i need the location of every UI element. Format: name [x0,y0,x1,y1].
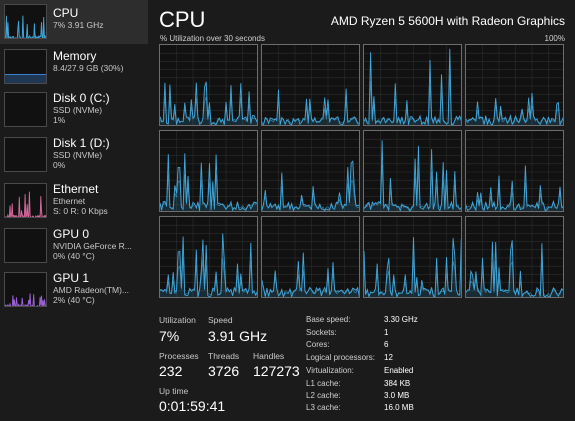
handles-label: Handles [253,351,285,361]
logical-processor-graph [363,216,462,298]
uptime-label: Up time [159,386,189,396]
logical-processors-key: Logical processors: [306,353,375,362]
sidebar-item-label: CPU [53,6,79,20]
virtualization-key: Virtualization: [306,366,354,375]
gpu-0-mini-graph [4,228,47,263]
logical-processor-graphs[interactable] [159,44,566,300]
memory-mini-graph [4,49,47,84]
sidebar-item-cpu[interactable]: CPU 7% 3.91 GHz [0,0,148,44]
uptime-value: 0:01:59:41 [159,398,226,414]
sidebar-item-detail: SSD (NVMe) [53,150,103,160]
logical-processor-graph [465,130,564,212]
sidebar-item-memory[interactable]: Memory 8.4/27.9 GB (30%) [0,45,148,89]
sidebar-item-label: GPU 1 [53,271,90,285]
sidebar-item-disk-0[interactable]: Disk 0 (C:) SSD (NVMe) 1% [0,89,148,133]
sidebar-item-detail: 8.4/27.9 GB (30%) [53,63,124,73]
cores-value: 6 [384,340,389,349]
threads-value: 3726 [208,363,240,379]
handles-value: 127273 [253,363,300,379]
page-title: CPU [159,7,206,32]
sidebar-item-value: 0% (40 °C) [53,251,95,261]
l2-cache-key: L2 cache: [306,391,341,400]
logical-processor-graph [159,216,258,298]
l1-cache-key: L1 cache: [306,379,341,388]
sidebar-item-label: GPU 0 [53,227,90,241]
speed-value: 3.91 GHz [208,328,268,344]
logical-processor-graph [159,130,258,212]
utilization-value: 7% [159,328,180,344]
cpu-model-name: AMD Ryzen 5 5600H with Radeon Graphics [330,14,565,28]
l3-cache-value: 16.0 MB [384,403,414,412]
utilization-graph-caption: % Utilization over 30 seconds [160,34,265,43]
cores-key: Cores: [306,340,330,349]
sidebar-item-value: 1% [53,115,66,125]
sidebar-item-disk-1[interactable]: Disk 1 (D:) SSD (NVMe) 0% [0,134,148,178]
l2-cache-value: 3.0 MB [384,391,410,400]
logical-processor-graph [261,130,360,212]
sidebar-item-gpu-1[interactable]: GPU 1 AMD Radeon(TM)... 2% (40 °C) [0,269,148,313]
sidebar-item-label: Memory [53,49,97,63]
processes-value: 232 [159,363,183,379]
performance-sidebar: CPU 7% 3.91 GHz Memory 8.4/27.9 GB (30%)… [0,0,148,421]
l1-cache-value: 384 KB [384,379,411,388]
sidebar-item-label: Disk 1 (D:) [53,136,110,150]
sidebar-item-detail: AMD Radeon(TM)... [53,285,130,295]
disk-0-mini-graph [4,92,47,127]
virtualization-value: Enabled [384,366,414,375]
utilization-label: Utilization [159,315,196,325]
sidebar-item-detail: 7% 3.91 GHz [53,20,104,30]
sockets-key: Sockets: [306,328,337,337]
logical-processor-graph [159,44,258,126]
logical-processor-graph [363,130,462,212]
logical-processor-graph [465,44,564,126]
sidebar-item-gpu-0[interactable]: GPU 0 NVIDIA GeForce R... 0% (40 °C) [0,225,148,269]
processes-label: Processes [159,351,199,361]
sidebar-item-label: Ethernet [53,182,99,196]
logical-processors-value: 12 [384,353,393,362]
speed-label: Speed [208,315,233,325]
logical-processor-graph [363,44,462,126]
logical-processor-graph [261,44,360,126]
sidebar-item-detail: SSD (NVMe) [53,105,103,115]
sidebar-item-value: S: 0 R: 0 Kbps [53,206,108,216]
sidebar-item-detail: NVIDIA GeForce R... [53,241,132,251]
disk-1-mini-graph [4,137,47,172]
sidebar-item-ethernet[interactable]: Ethernet Ethernet S: 0 R: 0 Kbps [0,180,148,224]
sidebar-item-detail: Ethernet [53,196,86,206]
cpu-mini-graph [4,4,47,39]
logical-processor-graph [465,216,564,298]
utilization-max-label: 100% [544,34,565,43]
l3-cache-key: L3 cache: [306,403,341,412]
sidebar-item-value: 2% (40 °C) [53,295,95,305]
logical-processor-graph [261,216,360,298]
ethernet-mini-graph [4,183,47,218]
threads-label: Threads [208,351,240,361]
gpu-1-mini-graph [4,272,47,307]
sockets-value: 1 [384,328,389,337]
base-speed-key: Base speed: [306,315,351,324]
sidebar-item-value: 0% [53,160,66,170]
sidebar-item-label: Disk 0 (C:) [53,91,110,105]
base-speed-value: 3.30 GHz [384,315,418,324]
